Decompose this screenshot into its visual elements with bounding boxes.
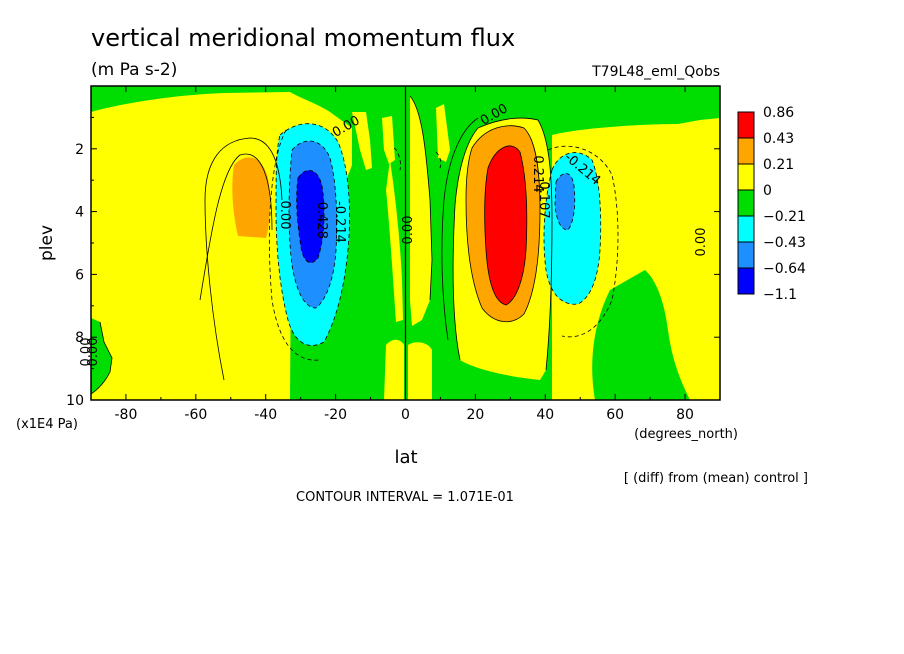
- x-tick-label: 80: [676, 407, 694, 423]
- x-tick-label: -60: [184, 407, 207, 423]
- contour-label: -0.428: [314, 197, 329, 239]
- legend-label: −0.43: [763, 235, 806, 251]
- region-yellow-surface-eq: [384, 339, 404, 400]
- legend-label: 0: [763, 183, 772, 199]
- y-tick-label: 6: [75, 267, 84, 283]
- x-tick-label: -40: [254, 407, 277, 423]
- legend-label: 0.86: [763, 105, 794, 121]
- contour-line-negative: [554, 173, 576, 231]
- contour-interval: CONTOUR INTERVAL = 1.071E-01: [296, 490, 514, 505]
- x-axis-unit: (degrees_north): [634, 427, 738, 442]
- y-axis-unit: (x1E4 Pa): [16, 417, 78, 432]
- y-tick-label: 10: [66, 393, 84, 409]
- legend-label: −0.64: [763, 261, 806, 277]
- contour-line-positive: [452, 127, 479, 361]
- x-tick-label: -20: [324, 407, 347, 423]
- contour-line-positive: [465, 125, 541, 322]
- contour-line-positive: [204, 137, 283, 381]
- contour-line-positive: [199, 153, 273, 301]
- region-deepblue-sh: [296, 170, 325, 263]
- region-yellow-nh-equator2: [436, 104, 450, 162]
- contour-line-negative: [543, 152, 602, 305]
- region-yellow-tropic-sh: [352, 112, 372, 170]
- contour-label: 0.00: [79, 338, 94, 367]
- contour-label: 0.00: [86, 338, 101, 367]
- region-yellow-sh-equator: [386, 160, 403, 322]
- contour-label: -0.214: [332, 201, 347, 243]
- chart-title: vertical meridional momentum flux: [91, 24, 515, 52]
- contour-line-negative: [435, 151, 442, 169]
- x-tick-label: 40: [536, 407, 554, 423]
- contour-line-positive: [441, 117, 479, 341]
- y-tick-label: 2: [75, 142, 84, 158]
- y-axis-label: plev: [37, 225, 57, 261]
- x-tick-label: 0: [401, 407, 410, 423]
- contour-line-negative: [288, 140, 338, 309]
- legend-label: −0.21: [763, 209, 806, 225]
- contour-label: 0.00: [277, 201, 292, 230]
- region-yellow-sh-midlat: [156, 124, 292, 400]
- contour-line-negative: [268, 129, 321, 361]
- contour-label: 0.00: [694, 228, 709, 257]
- legend-label: 0.21: [763, 157, 794, 173]
- legend-swatch: [737, 189, 755, 217]
- contour-label: 0.214: [530, 155, 545, 192]
- x-tick-label: 60: [606, 407, 624, 423]
- contour-line-positive: [91, 321, 113, 395]
- region-orange-sh: [232, 157, 271, 238]
- contour-line-positive: [409, 95, 433, 301]
- legend-swatch: [737, 241, 755, 269]
- color-legend: 0.86 0.43 0.21 0 −0.21 −0.43 −0.64 −1.1: [737, 105, 806, 303]
- contour-label: 0.00: [401, 216, 416, 245]
- legend-label: 0.43: [763, 131, 794, 147]
- x-axis-label: lat: [394, 447, 417, 468]
- legend-swatch: [737, 163, 755, 191]
- y-tick-label: 8: [75, 330, 84, 346]
- legend-swatch: [737, 111, 755, 139]
- x-tick-label: -80: [115, 407, 138, 423]
- contour-line-negative: [296, 170, 325, 263]
- contour-line-negative: [393, 147, 401, 171]
- region-red-nh: [484, 145, 527, 305]
- legend-label: −1.1: [763, 287, 797, 303]
- region-yellow-tropic-sh2: [382, 116, 395, 164]
- region-blue-nh: [555, 173, 575, 230]
- region-yellow-nh-equator: [410, 96, 432, 326]
- x-tick-label: 20: [466, 407, 484, 423]
- y-tick-label: 4: [75, 205, 84, 221]
- chart-subtitle: (m Pa s-2): [91, 60, 177, 80]
- contour-line-positive: [484, 145, 528, 306]
- contour-line-positive: [477, 117, 553, 371]
- contour-label: 0.107: [536, 181, 551, 218]
- contour-line-negative: [547, 145, 619, 338]
- run-label: T79L48_eml_Qobs: [591, 64, 720, 80]
- legend-swatch: [737, 267, 755, 295]
- diff-note: [ (diff) from (mean) control ]: [624, 471, 808, 486]
- legend-swatch: [737, 215, 755, 243]
- region-yellow-surface-eq2: [408, 342, 432, 400]
- legend-swatch: [737, 137, 755, 165]
